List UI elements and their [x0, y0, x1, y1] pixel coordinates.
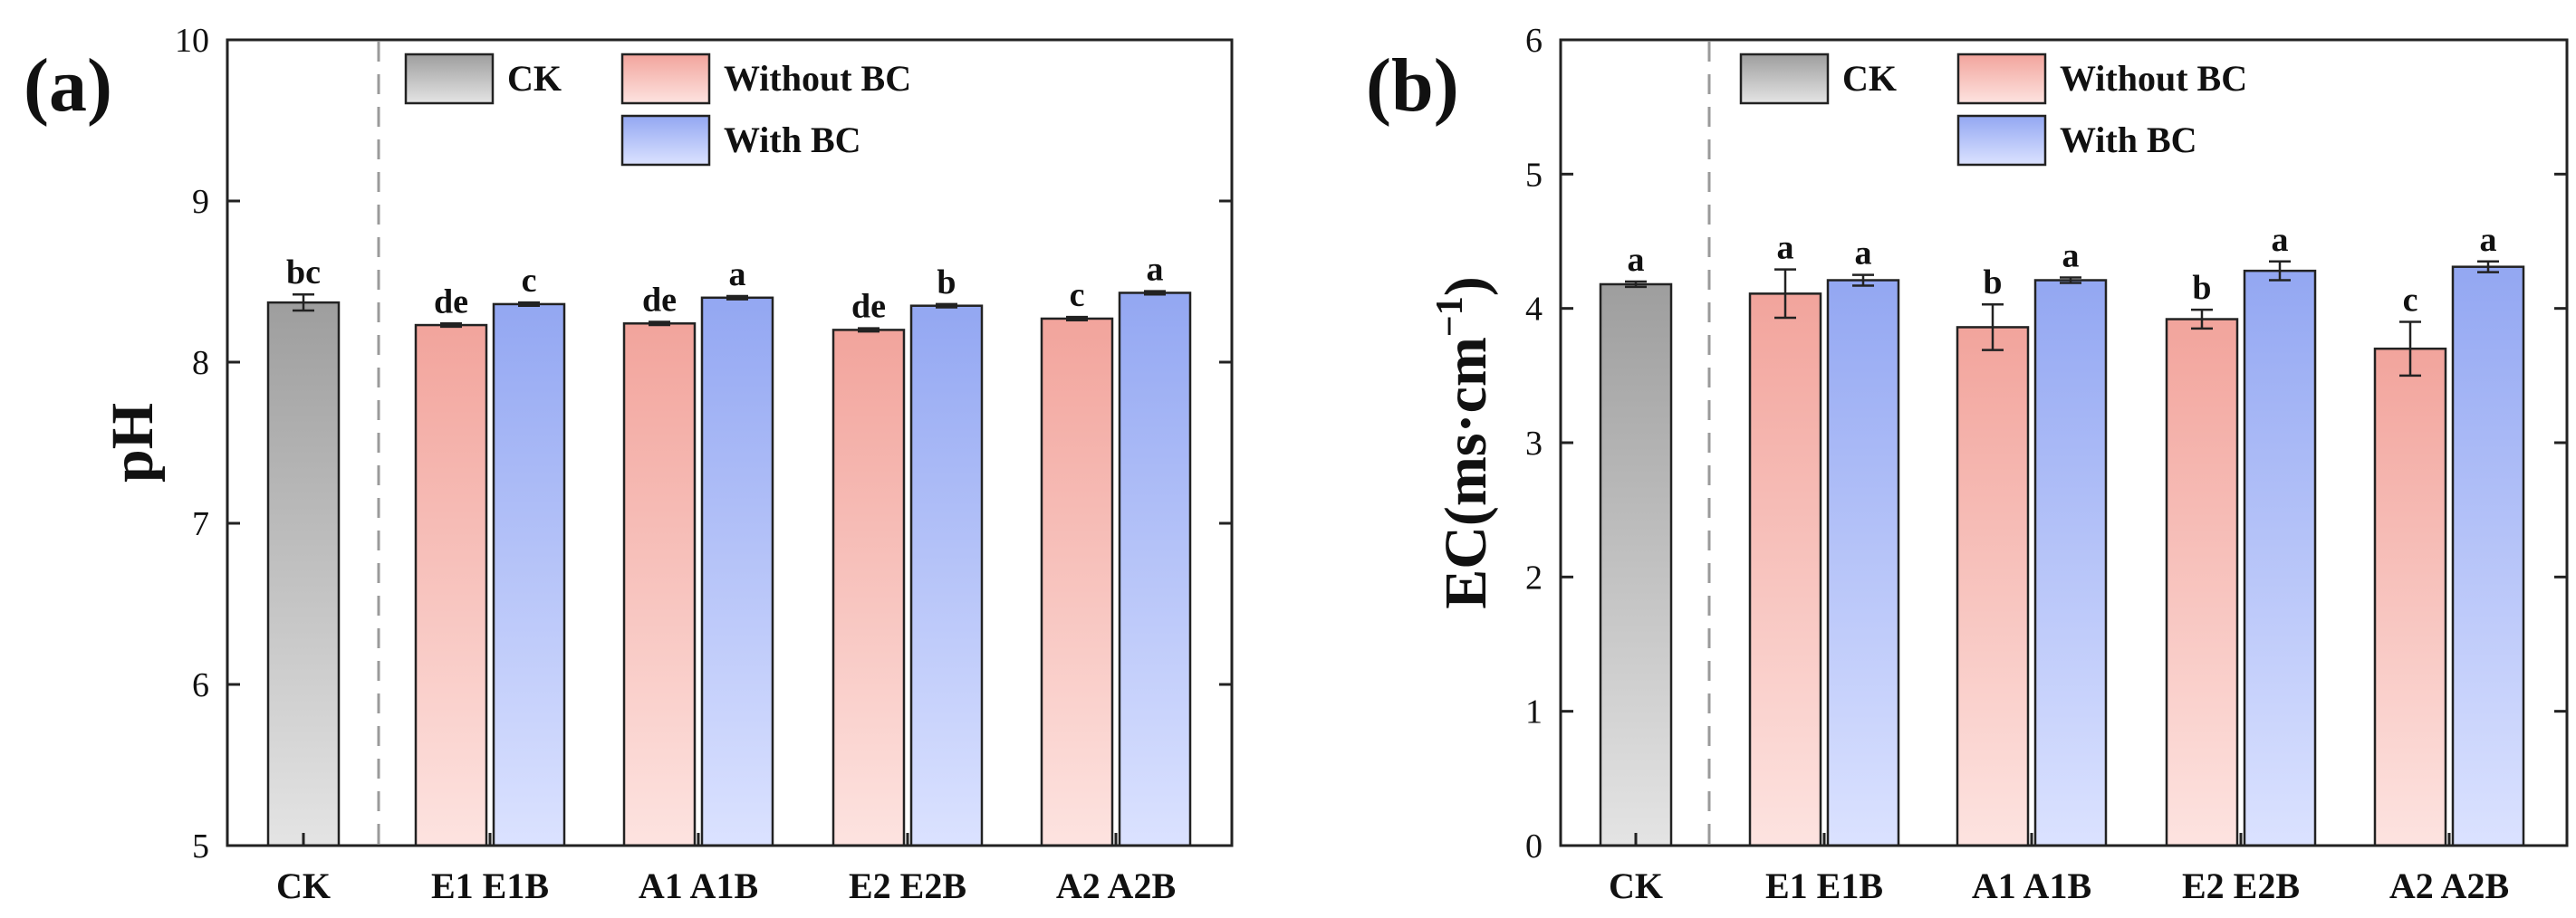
- y-tick-label: 9: [192, 183, 209, 221]
- y-tick-label: 1: [1525, 693, 1543, 732]
- significance-label-e1: de: [434, 282, 468, 320]
- significance-label-a2b: a: [2480, 221, 2497, 259]
- x-category-label: E1 E1B: [1765, 865, 1883, 906]
- bar-a1: [622, 322, 697, 847]
- significance-label-e1b: c: [522, 262, 537, 300]
- x-category-label: E2 E2B: [2182, 865, 2300, 906]
- legend-swatch-ck: [404, 53, 495, 105]
- panel-a: (a) pH 5 6 7 8 9 10 bc CK de c E1 E1B de a A1 A1B de b E2 …: [24, 22, 1234, 906]
- significance-label-e1: a: [1777, 229, 1794, 267]
- y-tick-label: 3: [1525, 425, 1543, 463]
- significance-label-a1: b: [1983, 263, 2002, 301]
- legend-label-without: Without BC: [724, 58, 911, 99]
- y-tick-label: 4: [1525, 291, 1543, 329]
- x-category-label: A1 A1B: [1972, 865, 2091, 906]
- bar-e1b: [492, 302, 566, 847]
- significance-label-a2: c: [1070, 276, 1085, 314]
- bar-a2b: [1118, 292, 1192, 847]
- panel-label: (a): [24, 43, 112, 128]
- significance-label-e2b: b: [937, 263, 956, 301]
- legend-swatch-with: [620, 114, 711, 167]
- plot-frame: [226, 38, 1234, 847]
- y-tick-label: 5: [192, 827, 209, 865]
- bar-e1: [1748, 292, 1822, 847]
- y-tick-label: 7: [192, 505, 209, 543]
- legend-label-ck: CK: [1842, 58, 1897, 99]
- y-axis-label-main: pH: [100, 403, 166, 483]
- bar-e2: [831, 329, 906, 847]
- panel-b: (b) EC(ms·cm−1) 0 1 2 3 4 5 6 a CK a a E1 E1B b a A1 A1B…: [1366, 22, 2569, 906]
- significance-label-e2: de: [851, 288, 886, 326]
- y-axis-label-superscript: −1: [1429, 296, 1471, 337]
- y-tick-label: 0: [1525, 827, 1543, 865]
- y-axis-label: EC(ms·cm−1): [1429, 276, 1499, 609]
- x-category-label: A2 A2B: [2389, 865, 2509, 906]
- significance-label-a1b: a: [2062, 237, 2080, 275]
- bar-a2: [2373, 347, 2447, 847]
- significance-label-a2: c: [2403, 282, 2418, 320]
- y-tick-label: 5: [1525, 156, 1543, 194]
- x-category-label: A1 A1B: [639, 865, 758, 906]
- y-axis-label-close: ): [1433, 276, 1499, 296]
- bar-a2: [1040, 317, 1114, 847]
- bar-a1: [1956, 326, 2030, 847]
- legend-swatch-with: [1956, 114, 2047, 167]
- y-tick-label: 10: [175, 22, 209, 60]
- y-axis-label-main: EC(ms·cm: [1433, 337, 1499, 609]
- bar-a2b: [2451, 265, 2525, 847]
- bar-e2b: [909, 304, 984, 847]
- x-category-label: E2 E2B: [849, 865, 966, 906]
- significance-label-e1b: a: [1855, 234, 1872, 273]
- significance-label-e2: b: [2192, 269, 2211, 307]
- y-axis-label: pH: [100, 403, 166, 483]
- significance-label-e2b: a: [2272, 221, 2289, 259]
- x-category-label: CK: [1609, 865, 1663, 906]
- significance-label-ck: bc: [286, 253, 321, 292]
- legend-swatch-ck: [1739, 53, 1830, 105]
- bar-ck: [266, 301, 341, 847]
- significance-label-ck: a: [1628, 241, 1645, 279]
- y-tick-label: 6: [1525, 22, 1543, 60]
- significance-label-a1: de: [642, 282, 677, 320]
- legend-label-with: With BC: [724, 120, 861, 160]
- significance-label-a1b: a: [729, 255, 746, 293]
- x-category-label: E1 E1B: [431, 865, 549, 906]
- legend-label-with: With BC: [2060, 120, 2197, 160]
- legend-label-ck: CK: [507, 58, 562, 99]
- legend-swatch-without: [1956, 53, 2047, 105]
- panel-label: (b): [1366, 43, 1459, 128]
- bar-e1: [414, 323, 488, 847]
- plot-frame: [1559, 38, 2569, 847]
- bar-e2b: [2243, 269, 2317, 847]
- bar-e1b: [1826, 279, 1900, 847]
- bar-e2: [2165, 318, 2239, 847]
- y-tick-label: 8: [192, 344, 209, 382]
- x-category-label: A2 A2B: [1056, 865, 1176, 906]
- legend-label-without: Without BC: [2060, 58, 2247, 99]
- legend-swatch-without: [620, 53, 711, 105]
- bar-a1b: [2033, 279, 2108, 847]
- bar-a1b: [700, 296, 774, 847]
- y-tick-label: 6: [192, 666, 209, 704]
- significance-label-a2b: a: [1147, 251, 1164, 289]
- x-category-label: CK: [276, 865, 331, 906]
- bar-ck: [1599, 282, 1673, 847]
- y-tick-label: 2: [1525, 559, 1543, 597]
